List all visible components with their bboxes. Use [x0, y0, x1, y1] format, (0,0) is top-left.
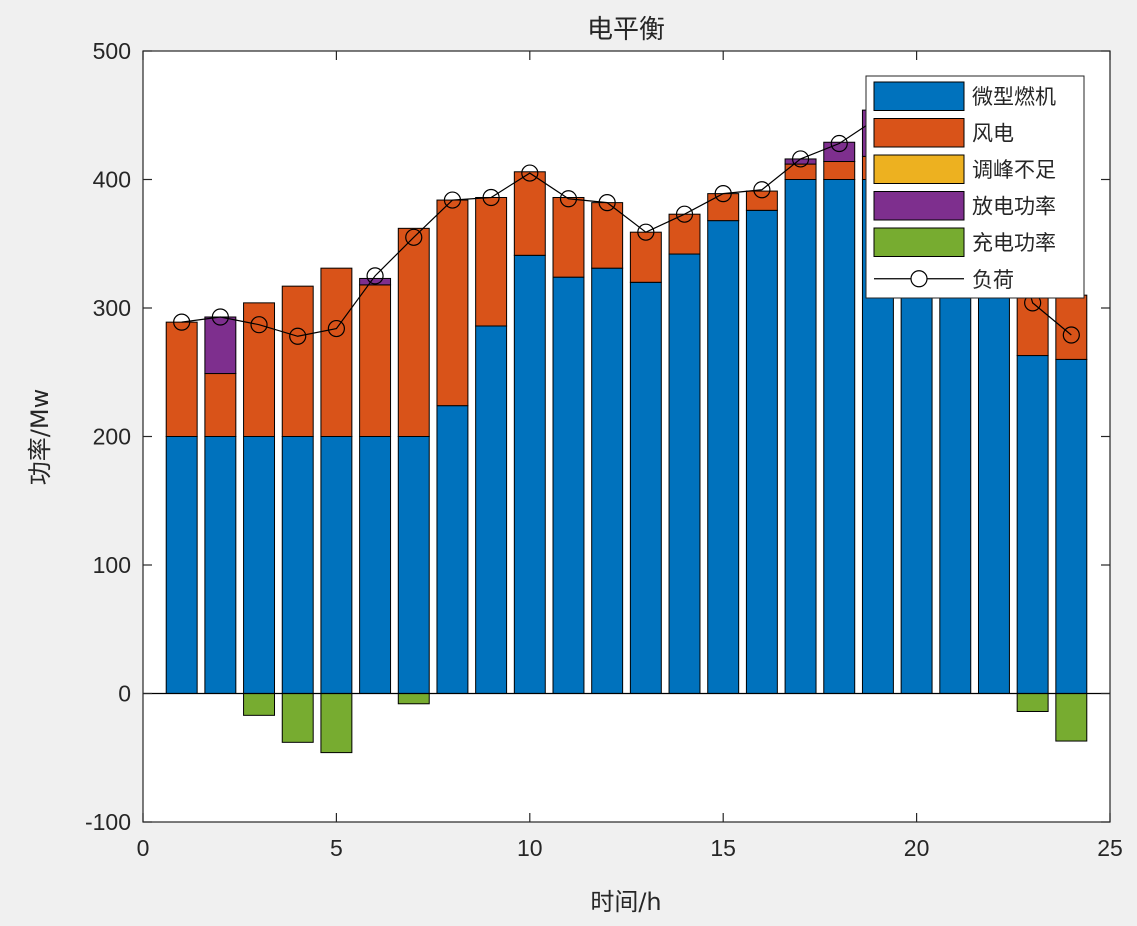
bar-series4-x3 [243, 693, 276, 716]
chart-title: 电平衡 [587, 15, 665, 45]
bar-series1-x10 [513, 171, 546, 256]
load-point-2 [211, 308, 229, 326]
load-point-13 [637, 223, 655, 241]
load-point-16 [753, 181, 771, 199]
load-point-12 [598, 194, 616, 212]
load-point-18 [830, 134, 848, 153]
bar-series1-x16 [745, 190, 778, 211]
x-tick-label-25: 25 [1097, 835, 1123, 861]
y-axis-label: 功率/Mw [26, 389, 54, 485]
bar-series0-x5 [320, 436, 353, 694]
bar-series1-x14 [668, 213, 701, 255]
bar-series1-x8 [436, 199, 469, 407]
y-tick-label-300: 300 [93, 295, 131, 321]
bar-series0-x7 [397, 436, 430, 694]
y-tick-label-100: 100 [93, 552, 131, 578]
bar-series0-x17 [784, 179, 817, 694]
bar-series0-x3 [243, 436, 276, 694]
bar-series4-x4 [281, 693, 314, 743]
load-point-11 [559, 190, 578, 208]
legend-label-4: 充电功率 [972, 231, 1056, 255]
x-tick-label-15: 15 [710, 835, 736, 861]
load-point-10 [521, 164, 539, 182]
bar-series1-x7 [397, 227, 430, 437]
x-axis-label: 时间/h [590, 888, 661, 916]
bar-series0-x8 [436, 405, 469, 694]
bar-series0-x23 [1016, 355, 1049, 694]
legend-label-0: 微型燃机 [972, 85, 1056, 109]
load-point-8 [443, 191, 462, 209]
bar-series0-x4 [281, 436, 314, 694]
bar-series1-x5 [320, 267, 353, 438]
load-point-3 [250, 316, 268, 334]
legend-swatch-0 [873, 81, 965, 111]
bar-series1-x1 [165, 321, 198, 438]
bar-series0-x18 [823, 179, 856, 694]
bar-series1-x4 [281, 285, 314, 437]
bar-series0-x1 [165, 436, 198, 694]
bar-series4-x7 [397, 693, 430, 705]
load-point-4 [289, 327, 307, 345]
load-point-6 [366, 267, 384, 285]
bar-series0-x14 [668, 253, 701, 694]
legend-label-2: 调峰不足 [972, 158, 1056, 182]
y-tick-label-500: 500 [93, 38, 131, 64]
bar-series0-x15 [707, 220, 740, 694]
y-tick-label-0: 0 [118, 681, 131, 707]
x-tick-label-20: 20 [904, 835, 930, 861]
bar-series4-x23 [1016, 693, 1049, 712]
bar-series0-x6 [359, 436, 392, 694]
y-tick-label-200: 200 [93, 424, 131, 450]
bar-series0-x2 [204, 436, 237, 694]
legend-box [865, 75, 1085, 299]
bar-series1-x18 [823, 161, 856, 180]
legend-swatch-2 [873, 154, 965, 184]
bar-series1-x12 [591, 202, 624, 269]
bar-series3-x6 [359, 277, 392, 286]
load-point-24 [1062, 326, 1080, 344]
load-point-14 [675, 205, 694, 223]
bar-series0-x24 [1055, 358, 1088, 694]
load-point-1 [173, 313, 191, 331]
bar-series0-x9 [475, 325, 508, 694]
load-point-17 [791, 150, 810, 168]
load-point-15 [714, 185, 732, 203]
legend-label-1: 风电 [972, 122, 1014, 146]
bar-series1-x15 [707, 193, 740, 222]
bar-series1-x11 [552, 196, 585, 278]
legend-label-load: 负荷 [972, 268, 1014, 292]
bar-series1-x2 [204, 373, 237, 438]
bar-series1-x9 [475, 196, 508, 327]
load-point-9 [482, 188, 500, 207]
load-point-5 [327, 319, 345, 338]
y-tick-label--100: -100 [85, 809, 131, 835]
bar-series0-x10 [513, 254, 546, 694]
bar-series0-x11 [552, 276, 585, 694]
bar-series3-x17 [784, 158, 817, 165]
legend-swatch-3 [873, 191, 965, 221]
legend-swatch-1 [873, 118, 965, 148]
load-point-7 [405, 228, 423, 246]
bar-series4-x5 [320, 693, 353, 754]
legend-label-3: 放电功率 [972, 195, 1056, 219]
bar-series0-x16 [745, 209, 778, 694]
bar-series4-x24 [1055, 693, 1088, 742]
bar-series0-x13 [629, 281, 662, 694]
x-tick-label-0: 0 [137, 835, 150, 861]
legend-load-marker [910, 270, 928, 288]
bars-layer [165, 109, 1088, 754]
y-tick-label-400: 400 [93, 167, 131, 193]
bar-series0-x12 [591, 267, 624, 694]
legend-swatch-4 [873, 227, 965, 257]
x-tick-label-5: 5 [330, 835, 343, 861]
x-tick-label-10: 10 [517, 835, 543, 861]
bar-series1-x6 [359, 284, 392, 437]
